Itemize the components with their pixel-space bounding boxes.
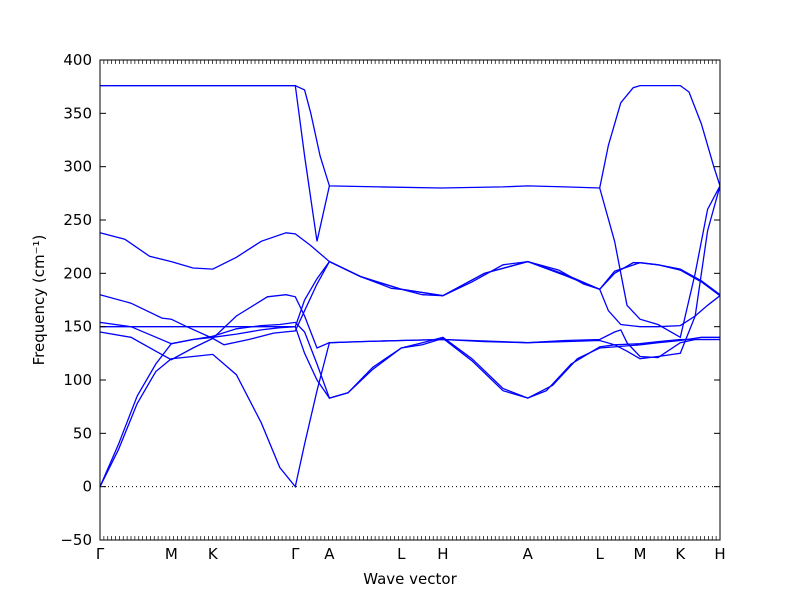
phonon-band-6	[99, 294, 720, 359]
y-tick-label: 150	[63, 318, 92, 336]
x-tick-label: K	[675, 545, 686, 563]
y-tick-label: 350	[63, 104, 92, 122]
phonon-band-1	[99, 260, 721, 487]
phonon-band-5	[99, 260, 721, 361]
phonon-band-7	[99, 232, 721, 297]
phonon-band-3	[100, 326, 720, 399]
y-tick-label: −50	[60, 531, 92, 549]
phonon-band-4	[99, 321, 720, 399]
y-axis-label: Frequency (cm⁻¹)	[30, 235, 48, 366]
x-axis-label: Wave vector	[363, 570, 457, 588]
phonon-band-8	[100, 84, 721, 189]
x-tick-label: Γ	[96, 545, 105, 563]
y-tick-label: 100	[63, 371, 92, 389]
x-tick-label: H	[714, 545, 725, 563]
x-tick-label: A	[324, 545, 335, 563]
y-tick-label: 300	[63, 158, 92, 176]
y-tick-label: 250	[63, 211, 92, 229]
y-tick-label: 200	[63, 264, 92, 282]
x-tick-label: H	[437, 545, 448, 563]
series-layer	[99, 84, 721, 489]
phonon-band-9	[100, 84, 331, 242]
axis-layer: −50 0 50 100 150 200 250 300 350 400 Γ M K Γ A L H A L M K H	[60, 51, 725, 563]
x-tick-label: M	[634, 545, 647, 563]
x-tick-label: M	[165, 545, 178, 563]
y-tick-label: 400	[63, 51, 92, 69]
x-tick-label: L	[596, 545, 605, 563]
x-tick-label: Γ	[291, 545, 300, 563]
phonon-band-2	[99, 185, 721, 489]
phonon-band-10	[599, 185, 721, 339]
x-tick-label: L	[397, 545, 406, 563]
x-tick-label: K	[208, 545, 219, 563]
plot-frame	[99, 59, 721, 541]
y-tick-label: 0	[82, 478, 92, 496]
x-tick-label: A	[523, 545, 534, 563]
y-tick-label: 50	[73, 424, 92, 442]
